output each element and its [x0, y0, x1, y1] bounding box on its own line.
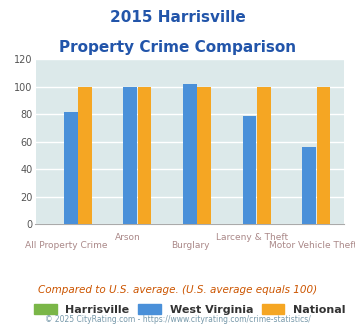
Text: Arson: Arson — [115, 233, 141, 242]
Text: Motor Vehicle Theft: Motor Vehicle Theft — [269, 241, 355, 250]
Bar — [138, 87, 152, 224]
Bar — [64, 112, 77, 224]
Text: Larceny & Theft: Larceny & Theft — [215, 233, 288, 242]
Bar — [243, 116, 256, 224]
Text: All Property Crime: All Property Crime — [25, 241, 108, 250]
Text: Property Crime Comparison: Property Crime Comparison — [59, 40, 296, 54]
Bar — [257, 87, 271, 224]
Legend: Harrisville, West Virginia, National: Harrisville, West Virginia, National — [30, 299, 350, 319]
Bar — [302, 148, 316, 224]
Bar — [124, 87, 137, 224]
Text: 2015 Harrisville: 2015 Harrisville — [110, 10, 245, 25]
Text: Burglary: Burglary — [171, 241, 209, 250]
Bar — [197, 87, 211, 224]
Text: © 2025 CityRating.com - https://www.cityrating.com/crime-statistics/: © 2025 CityRating.com - https://www.city… — [45, 315, 310, 324]
Bar — [78, 87, 92, 224]
Bar — [317, 87, 330, 224]
Text: Compared to U.S. average. (U.S. average equals 100): Compared to U.S. average. (U.S. average … — [38, 285, 317, 295]
Bar — [183, 84, 197, 224]
